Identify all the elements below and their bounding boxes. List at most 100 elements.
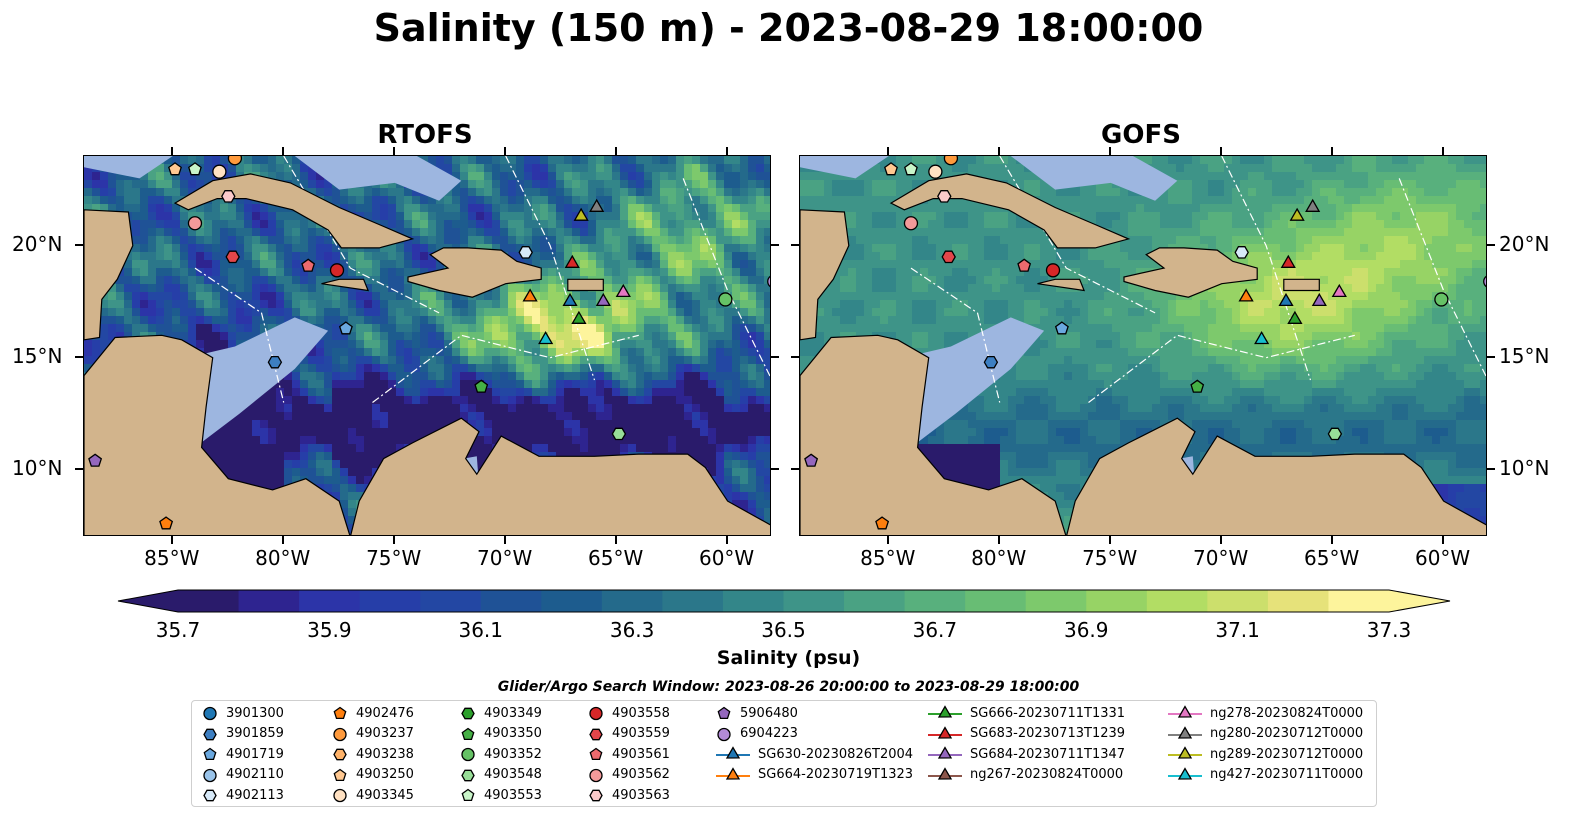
lon-tick xyxy=(1219,536,1222,544)
marker-4903345 xyxy=(928,164,943,179)
marker-SG683-20230713T1239 xyxy=(564,254,580,268)
marker-SG666-20230711T1331 xyxy=(571,310,587,324)
lon-tick-top xyxy=(1219,147,1222,155)
colorbar-segment xyxy=(1207,590,1269,612)
legend-item: 3901300 xyxy=(202,703,284,723)
legend-marker xyxy=(461,747,475,762)
figure-title: Salinity (150 m) - 2023-08-29 18:00:00 xyxy=(373,6,1204,50)
legend-marker xyxy=(589,706,603,721)
legend-item: 4903561 xyxy=(588,744,670,764)
legend-label: 4903238 xyxy=(356,746,414,762)
marker-ng427-20230711T0000 xyxy=(1254,330,1270,345)
colorbar-tick-label: 36.5 xyxy=(761,618,806,642)
marker-4903237 xyxy=(943,156,959,166)
lon-tick-top xyxy=(392,147,395,155)
legend-label: 4902113 xyxy=(226,787,284,803)
legend-symbol xyxy=(203,747,217,761)
legend-item: 4903237 xyxy=(332,724,414,744)
land-southam xyxy=(350,417,770,535)
marker-4903350 xyxy=(1190,379,1205,393)
colorbar-segment xyxy=(299,590,361,612)
legend-item: 4901719 xyxy=(202,744,284,764)
marker-5906480 xyxy=(804,453,819,467)
marker-ng280-20230712T0000 xyxy=(589,198,605,212)
legend-item: 6904223 xyxy=(716,724,798,744)
marker-4903563 xyxy=(937,190,952,203)
legend-label: SG666-20230711T1331 xyxy=(970,705,1126,721)
lat-label-right: 15°N xyxy=(1499,343,1550,368)
lon-tick xyxy=(1441,536,1444,544)
gofs-map[interactable] xyxy=(799,155,1487,536)
marker-4902113 xyxy=(1234,246,1249,259)
legend-marker xyxy=(928,705,962,718)
lon-tick-top xyxy=(1330,147,1333,155)
legend-marker xyxy=(333,788,347,803)
colorbar-tick-label: 36.3 xyxy=(609,618,655,642)
marker-4903350 xyxy=(474,379,489,393)
salinity-field-gofs xyxy=(800,156,1486,535)
land-yucatan xyxy=(800,209,850,341)
colorbar-segment xyxy=(844,590,906,612)
legend-marker xyxy=(589,747,603,761)
legend-label: 4903561 xyxy=(612,746,670,762)
marker-4903561 xyxy=(301,258,316,272)
colorbar-tick-label: 36.1 xyxy=(458,618,504,642)
colorbar-tick-label: 37.3 xyxy=(1366,618,1412,642)
rtofs-map[interactable] xyxy=(83,155,771,536)
legend-label: 4901719 xyxy=(226,746,284,762)
lon-tick xyxy=(725,536,728,544)
lon-tick-top xyxy=(503,147,506,155)
legend-item: SG630-20230826T2004 xyxy=(716,744,913,764)
legend-symbol xyxy=(333,727,347,741)
legend-symbol xyxy=(203,789,217,802)
legend-symbol xyxy=(461,769,475,781)
shallow-water-gulf xyxy=(84,156,173,179)
legend-item: 4903345 xyxy=(332,785,414,805)
colorbar-tick-label: 35.7 xyxy=(155,618,201,642)
marker-4902113 xyxy=(518,246,533,259)
legend-marker xyxy=(461,788,475,802)
legend-item: ng427-20230711T0000 xyxy=(1168,765,1363,785)
legend-item: 4902110 xyxy=(202,765,284,785)
panel-title-gofs: GOFS xyxy=(1101,120,1181,150)
land-yucatan xyxy=(84,209,134,341)
lon-label-0: 60°W xyxy=(698,546,755,570)
colorbar-tick-label: 35.9 xyxy=(307,618,352,642)
legend-marker xyxy=(1168,766,1202,780)
land-jamaica xyxy=(321,278,370,292)
shallow-water-bahamas xyxy=(294,156,462,201)
colorbar-segment xyxy=(783,590,845,612)
legend-marker xyxy=(333,768,347,781)
legend-item: SG666-20230711T1331 xyxy=(928,703,1125,723)
legend-symbol xyxy=(937,705,953,718)
lat-tick xyxy=(791,467,799,470)
legend-symbol xyxy=(1177,746,1193,759)
lat-tick xyxy=(791,355,799,358)
marker-4903558 xyxy=(329,263,345,278)
legend-symbol xyxy=(589,789,603,802)
lon-tick xyxy=(997,536,1000,544)
legend-item: 4903563 xyxy=(588,785,670,805)
colorbar-segment xyxy=(662,590,724,612)
legend-marker xyxy=(716,746,750,759)
colorbar-segment xyxy=(722,590,785,612)
legend-label: 4903559 xyxy=(612,726,670,741)
marker-4903250 xyxy=(168,162,182,176)
shallow-water-nicaraguarise xyxy=(195,317,329,448)
marker-ng278-20230824T0000 xyxy=(615,283,631,298)
legend-item: 3901859 xyxy=(202,724,284,744)
colorbar-segment xyxy=(178,590,240,612)
legend-marker xyxy=(1168,746,1202,759)
lon-tick xyxy=(614,536,617,544)
legend-label: 4903350 xyxy=(484,726,542,741)
legend-item: 4903548 xyxy=(460,765,542,785)
legend-symbol xyxy=(333,788,347,803)
legend-marker xyxy=(461,727,475,740)
colorbar-segment xyxy=(359,590,421,612)
lon-label-1: 75°W xyxy=(1082,546,1138,570)
legend-marker xyxy=(589,768,603,782)
legend-marker xyxy=(203,747,217,761)
legend-marker xyxy=(333,727,347,741)
lat-tick xyxy=(75,467,83,470)
legend-item: SG664-20230719T1323 xyxy=(716,765,913,785)
